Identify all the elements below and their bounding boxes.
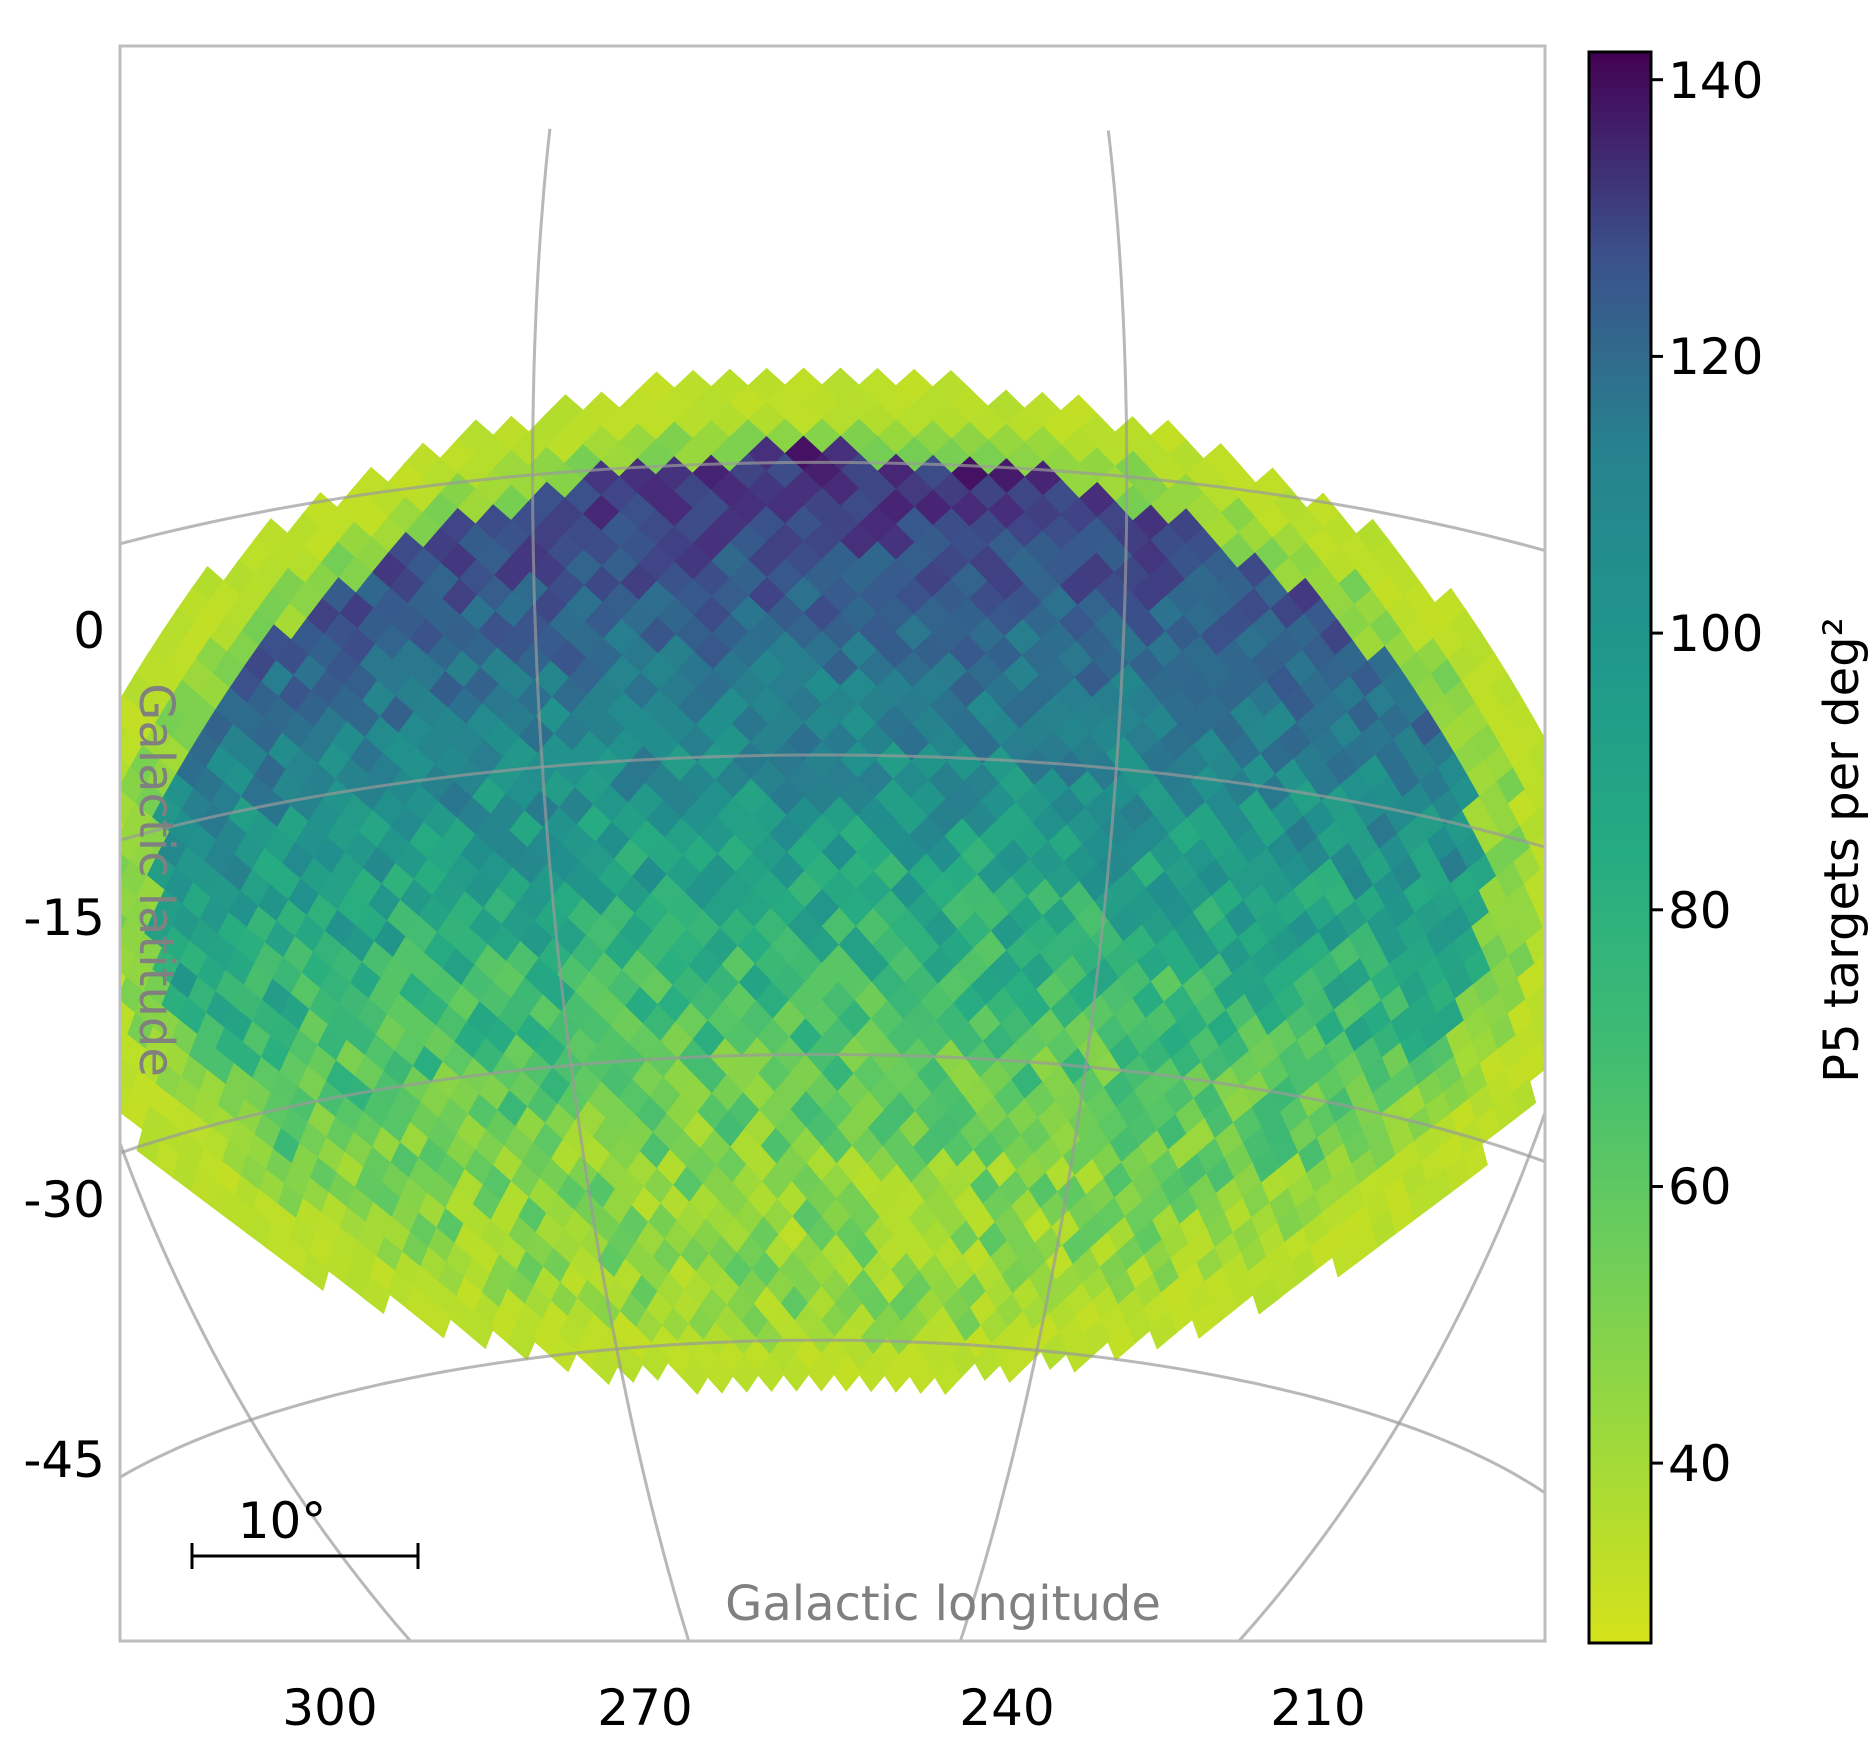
heatmap-pixels bbox=[42, 367, 1591, 1396]
heatmap-cell bbox=[73, 761, 103, 801]
heatmap-cell bbox=[1558, 959, 1585, 998]
heatmap-cell bbox=[302, 1252, 330, 1292]
colorbar-label: P5 targets per deg² bbox=[1814, 617, 1870, 1083]
heatmap-cell bbox=[85, 833, 115, 873]
heatmap-cell bbox=[62, 783, 92, 823]
y-tick-labels: 0 -15 -30 -45 bbox=[23, 602, 105, 1489]
y-tick-label: -15 bbox=[23, 889, 105, 947]
heatmap-cell bbox=[1558, 901, 1586, 941]
heatmap-cell bbox=[908, 1355, 938, 1394]
colorbar-tick-label: 80 bbox=[1668, 882, 1732, 940]
x-tick-label: 300 bbox=[282, 1679, 377, 1737]
heatmap-cell bbox=[120, 789, 121, 792]
heatmap-cell bbox=[465, 1310, 494, 1350]
heatmap-cell bbox=[423, 1300, 452, 1339]
heatmap-cell bbox=[1549, 878, 1578, 918]
heatmap-cell bbox=[92, 985, 120, 1024]
heatmap-cell bbox=[806, 1353, 836, 1392]
x-tick-label: 270 bbox=[597, 1679, 692, 1737]
colorbar-tick-label: 120 bbox=[1668, 328, 1763, 386]
heatmap-cell bbox=[68, 819, 98, 859]
heatmap-cell bbox=[58, 841, 87, 881]
heatmap-cell bbox=[756, 1354, 786, 1393]
colorbar: 40 60 80 100 120 140 P5 targets per deg² bbox=[1587, 50, 1870, 1645]
heatmap-cell bbox=[52, 805, 81, 845]
x-tick-label: 240 bbox=[959, 1679, 1054, 1737]
y-tick-label: -30 bbox=[23, 1171, 105, 1229]
scale-bar: 10° bbox=[190, 1492, 420, 1569]
heatmap-cell bbox=[680, 1356, 710, 1395]
heatmap-cell bbox=[1191, 1300, 1220, 1339]
heatmap-cell bbox=[781, 1353, 811, 1392]
colorbar-ticks: 40 60 80 100 120 140 bbox=[1651, 52, 1763, 1493]
graticule-meridian bbox=[958, 130, 1129, 1641]
y-axis-label: Galactic latitude bbox=[128, 683, 184, 1077]
heatmap-cell bbox=[705, 1355, 735, 1394]
heatmap-cell bbox=[82, 949, 110, 989]
heatmap-cell bbox=[75, 971, 103, 1010]
heatmap-cell bbox=[1148, 1311, 1178, 1350]
plot-frame bbox=[118, 44, 1547, 1643]
graticule-parallel bbox=[120, 1338, 1545, 1495]
y-tick-label: -45 bbox=[23, 1431, 105, 1489]
heatmap-cell bbox=[85, 1007, 112, 1046]
heatmap-cell bbox=[67, 993, 94, 1032]
heatmap-cell bbox=[973, 1342, 1003, 1382]
graticule-parallel bbox=[120, 460, 1545, 553]
heatmap-cell bbox=[85, 739, 116, 779]
heatmap-cell bbox=[362, 1275, 391, 1315]
x-tick-label: 210 bbox=[1270, 1679, 1365, 1737]
colorbar-tick-label: 140 bbox=[1668, 52, 1763, 110]
heatmap-cell bbox=[882, 1354, 912, 1393]
graticule-meridian bbox=[531, 128, 691, 1641]
heatmap-cell bbox=[1550, 936, 1578, 976]
colorbar-tick-label: 100 bbox=[1668, 605, 1763, 663]
colorbar-tick-label: 60 bbox=[1668, 1158, 1732, 1216]
heatmap-cell bbox=[1251, 1276, 1280, 1315]
graticule-parallel bbox=[120, 753, 1545, 849]
heatmap-cell bbox=[1551, 784, 1581, 824]
scale-bar-label: 10° bbox=[238, 1492, 327, 1550]
heatmap-cell bbox=[42, 828, 71, 868]
heatmap-cell bbox=[120, 1055, 123, 1067]
graticule-parallel bbox=[120, 1052, 1545, 1164]
heatmap-cell bbox=[58, 958, 85, 997]
x-tick-labels: 210 240 270 300 bbox=[282, 1679, 1365, 1737]
heatmap-cell bbox=[590, 1347, 620, 1386]
colorbar-tick-label: 40 bbox=[1668, 1435, 1732, 1493]
heatmap-cell bbox=[1549, 994, 1576, 1033]
heatmap-cell bbox=[857, 1354, 887, 1393]
heatmap-cell bbox=[1331, 1238, 1359, 1278]
heatmap-cell bbox=[89, 1065, 115, 1104]
heatmap-cell bbox=[933, 1357, 963, 1396]
heatmap-cell bbox=[1544, 834, 1545, 837]
y-tick-label: 0 bbox=[73, 602, 105, 660]
heatmap-cell bbox=[78, 1029, 105, 1068]
heatmap-cell bbox=[1562, 806, 1591, 846]
heatmap-cell bbox=[640, 1342, 670, 1381]
colorbar-gradient bbox=[1587, 50, 1653, 1645]
heatmap-cell bbox=[79, 797, 109, 837]
heatmap-cell bbox=[998, 1344, 1028, 1384]
graticule-meridian bbox=[120, 1139, 413, 1641]
heatmap-cell bbox=[730, 1354, 760, 1393]
heatmap-cell bbox=[832, 1353, 862, 1392]
x-axis-label: Galactic longitude bbox=[725, 1576, 1161, 1632]
heatmap-cell bbox=[1556, 842, 1585, 882]
